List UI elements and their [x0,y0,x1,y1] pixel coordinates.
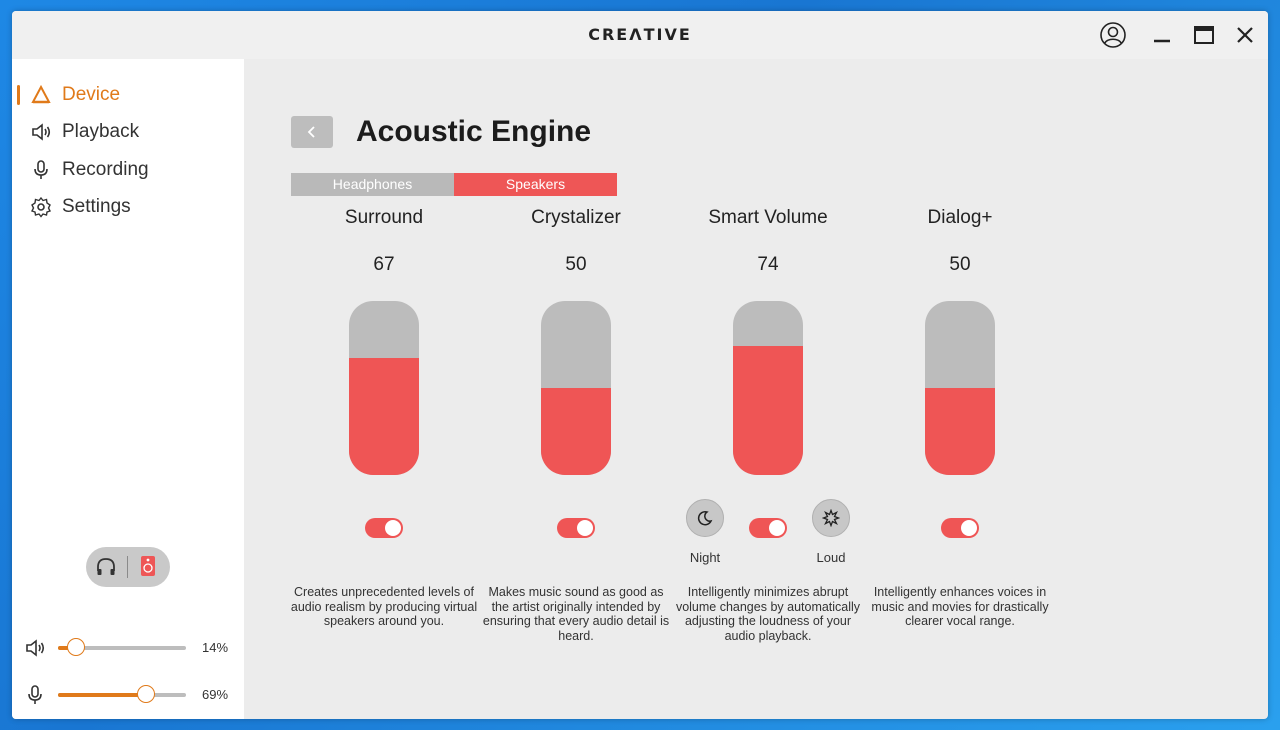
close-button[interactable] [1231,21,1259,49]
volume-icon [26,639,45,657]
effect-description: Intelligently enhances voices in music a… [871,585,1049,628]
toggle-knob [769,520,785,536]
surround-toggle[interactable] [365,518,403,538]
sidebar-item-recording[interactable]: Recording [12,153,244,187]
smart-volume-toggle[interactable] [749,518,787,538]
effect-name: Surround [344,207,424,228]
sidebar-item-device[interactable]: Device [12,78,244,112]
mic-percent: 69% [202,687,229,702]
crystalizer-slider-level [541,388,611,475]
night-mode-button[interactable] [686,499,724,537]
smart-volume-slider[interactable] [733,301,803,475]
effect-description: Makes music sound as good as the artist … [482,585,670,643]
volume-slider[interactable] [58,638,186,656]
headphones-icon[interactable] [95,556,117,578]
dialog-plus-slider-level [925,388,995,475]
sidebar-item-settings[interactable]: Settings [12,190,244,224]
effect-value: 50 [949,254,971,275]
microphone-icon [30,159,52,181]
effect-value: 74 [757,254,779,275]
playback-volume-row: 14% [12,633,244,663]
effect-description: Creates unprecedented levels of audio re… [290,585,478,628]
effect-description: Intelligently minimizes abrupt volume ch… [675,585,861,643]
effect-smart-volume: Smart Volume 74 Night Loud Intelligently… [673,207,863,643]
dialog-plus-slider[interactable] [925,301,995,475]
toggle-knob [961,520,977,536]
back-button[interactable] [291,116,333,148]
sidebar-item-playback[interactable]: Playback [12,115,244,149]
effect-name: Dialog+ [927,207,993,228]
main-panel: Acoustic Engine Headphones Speakers Surr… [244,59,1268,719]
effect-value: 67 [373,254,395,275]
smart-volume-slider-level [733,346,803,475]
sidebar-item-label: Device [62,84,121,105]
night-label: Night [689,550,721,565]
surround-slider[interactable] [349,301,419,475]
gear-icon [30,196,52,218]
effect-name: Smart Volume [708,207,828,228]
account-icon[interactable] [1099,21,1127,49]
tab-speakers[interactable]: Speakers [454,173,617,196]
app-window: CREΛTIVE Device Playback [12,11,1268,719]
burst-icon [822,509,840,527]
mic-slider-fill [58,693,147,697]
microphone-level-icon [28,685,42,704]
output-device-switch[interactable] [86,547,170,587]
loud-label: Loud [816,550,846,565]
chevron-left-icon [307,126,315,138]
brand-logo: CREΛTIVE [588,25,692,44]
dialog-plus-toggle[interactable] [941,518,979,538]
speaker-device-icon[interactable] [140,555,156,577]
minimize-button[interactable] [1148,21,1176,49]
active-indicator [17,85,20,105]
effect-value: 50 [565,254,587,275]
device-tabs: Headphones Speakers [291,173,617,196]
tab-headphones[interactable]: Headphones [291,173,454,196]
maximize-button[interactable] [1190,21,1218,49]
mic-slider-handle[interactable] [137,685,156,703]
divider [127,556,128,578]
crystalizer-slider[interactable] [541,301,611,475]
effect-surround: Surround 67 Creates unprecedented levels… [289,207,479,628]
device-icon [30,84,52,106]
speaker-icon [30,121,52,143]
volume-slider-handle[interactable] [66,638,85,656]
sidebar: Device Playback Recording Settings [12,59,244,719]
toggle-knob [577,520,593,536]
mic-volume-row: 69% [12,680,244,710]
mic-slider[interactable] [58,685,186,703]
surround-slider-level [349,358,419,475]
toggle-knob [385,520,401,536]
moon-icon [697,510,713,526]
sidebar-item-label: Recording [62,159,149,180]
title-bar: CREΛTIVE [12,11,1268,59]
sidebar-item-label: Playback [62,121,140,142]
volume-percent: 14% [202,640,229,655]
effect-crystalizer: Crystalizer 50 Makes music sound as good… [481,207,671,643]
loud-mode-button[interactable] [812,499,850,537]
effect-dialog-plus: Dialog+ 50 Intelligently enhances voices… [865,207,1055,628]
crystalizer-toggle[interactable] [557,518,595,538]
sidebar-item-label: Settings [62,196,131,217]
page-title: Acoustic Engine [356,115,592,148]
effect-name: Crystalizer [531,207,621,228]
